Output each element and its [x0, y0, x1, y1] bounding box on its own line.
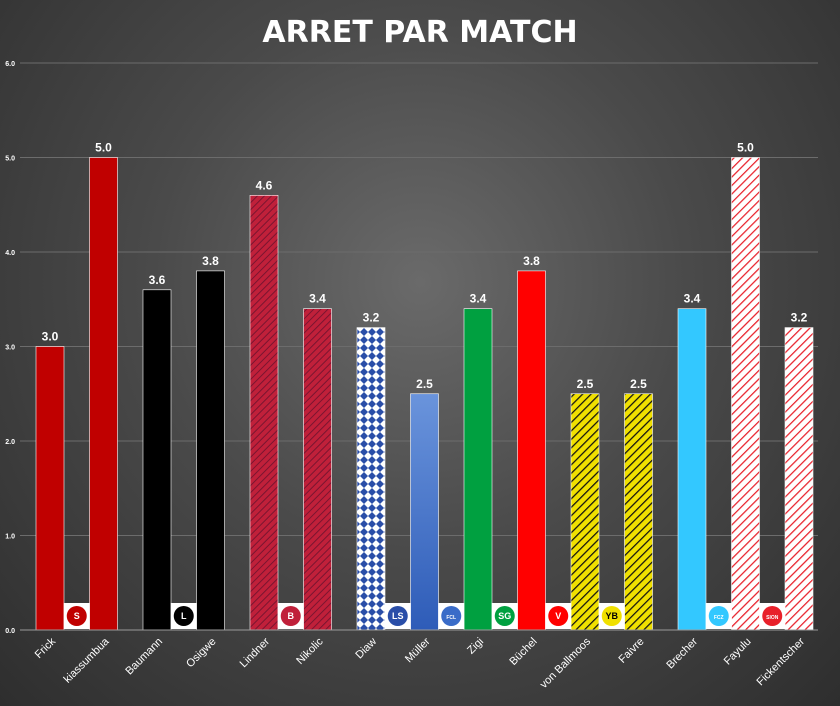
data-label: 3.4 — [684, 292, 701, 306]
club-badge-icon: SION — [759, 603, 786, 629]
x-tick-label: Fayulu — [722, 636, 754, 668]
data-label: 5.0 — [95, 141, 112, 155]
data-label: 3.4 — [470, 292, 487, 306]
bar — [410, 393, 439, 631]
y-tick-label: 1.0 — [5, 534, 15, 541]
x-tick-label: Zigi — [465, 636, 486, 657]
bar — [517, 270, 546, 631]
data-label: 3.2 — [363, 311, 380, 325]
x-tick-label: Osigwe — [184, 636, 218, 670]
bar — [784, 327, 814, 631]
badge-emblem — [762, 606, 783, 626]
club-badges: S L B LS FCL SG V YB FCZ SION — [63, 603, 786, 629]
data-label: 5.0 — [737, 141, 754, 155]
bar — [463, 308, 493, 631]
x-tick-label: von Ballmoos — [538, 635, 594, 691]
badge-letter: SG — [498, 611, 511, 621]
badge-emblem — [441, 606, 462, 626]
bar — [142, 289, 172, 631]
y-tick-label: 2.0 — [5, 439, 15, 446]
x-tick-label: Müller — [403, 635, 433, 665]
x-tick-label: Büchel — [507, 636, 539, 668]
x-tick-label: Nikolic — [294, 635, 326, 667]
data-label: 3.8 — [202, 254, 219, 268]
club-badge-icon: S — [63, 603, 90, 629]
bar — [196, 270, 225, 631]
x-tick-label: Diaw — [353, 636, 379, 662]
badge-emblem — [548, 606, 569, 626]
data-label: 2.5 — [630, 377, 647, 391]
data-label: 3.6 — [149, 273, 166, 287]
club-badge-icon: LS — [384, 603, 411, 629]
badge-letter: S — [74, 611, 80, 621]
club-badge-icon: V — [545, 603, 572, 629]
y-tick-label: 0.0 — [5, 628, 15, 635]
bar — [570, 393, 600, 631]
y-tick-label: 3.0 — [5, 345, 15, 352]
bar — [303, 308, 332, 631]
x-tick-label: Fickentscher — [755, 635, 808, 688]
x-tick-label: Baumann — [123, 636, 165, 678]
value-labels: 3.0 5.0 3.6 3.8 4.6 3.4 3.2 2.5 3.4 3.8 2.5 2.5 3.4 5… — [42, 141, 808, 391]
bar — [249, 195, 279, 631]
bar — [35, 346, 65, 631]
badge-emblem — [66, 606, 87, 626]
badge-letter: FCL — [446, 615, 456, 621]
club-badge-icon: B — [277, 603, 304, 629]
badge-emblem — [708, 606, 729, 626]
badge-letter: YB — [605, 611, 618, 621]
badge-letter: FCZ — [714, 615, 724, 621]
bar — [677, 308, 707, 631]
x-axis-labels: Frick kiassumbua Baumann Osigwe Lindner Nikol… — [33, 635, 808, 691]
badge-emblem — [173, 606, 194, 626]
badge-letter: SION — [766, 615, 779, 621]
y-axis-ticks: 0.0 1.0 2.0 3.0 4.0 5.0 6.0 — [5, 61, 15, 635]
data-label: 2.5 — [577, 377, 594, 391]
x-tick-label: Lindner — [238, 635, 273, 670]
bar — [731, 157, 760, 631]
bar — [356, 327, 386, 631]
y-tick-label: 4.0 — [5, 250, 15, 257]
badge-letter: LS — [392, 611, 404, 621]
data-label: 2.5 — [416, 377, 433, 391]
x-tick-label: kiassumbua — [62, 635, 113, 686]
club-badge-icon: FCZ — [705, 603, 732, 629]
badge-emblem — [387, 606, 408, 626]
x-tick-label: Faivre — [617, 636, 647, 666]
x-tick-label: Frick — [33, 635, 59, 661]
club-badge-icon: SG — [491, 603, 518, 629]
x-tick-label: Brecher — [664, 635, 700, 671]
club-badge-icon: YB — [598, 603, 625, 629]
bar — [89, 157, 118, 631]
data-label: 3.8 — [523, 254, 540, 268]
bars — [35, 157, 814, 631]
badge-emblem — [494, 606, 515, 626]
data-label: 4.6 — [256, 178, 273, 192]
club-badge-icon: FCL — [438, 603, 465, 629]
badge-letter: B — [288, 611, 295, 621]
data-label: 3.0 — [42, 330, 59, 344]
data-label: 3.4 — [309, 292, 326, 306]
badge-letter: L — [181, 611, 187, 621]
y-tick-label: 5.0 — [5, 156, 15, 163]
club-badge-icon: L — [170, 603, 197, 629]
data-label: 3.2 — [791, 311, 808, 325]
badge-emblem — [280, 606, 301, 626]
badge-letter: V — [555, 611, 561, 621]
chart-title: ARRET PAR MATCH — [262, 15, 577, 50]
bar — [624, 393, 653, 631]
y-tick-label: 6.0 — [5, 61, 15, 68]
badge-emblem — [601, 606, 622, 626]
